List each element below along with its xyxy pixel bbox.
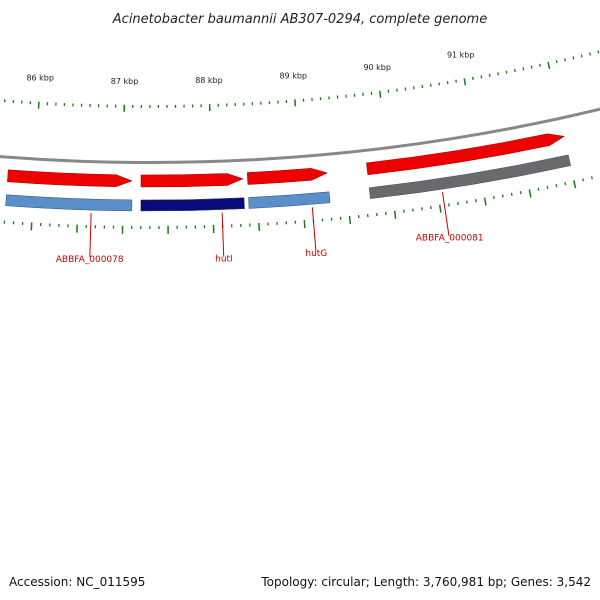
outer-tick — [573, 180, 577, 189]
scale-tick — [539, 63, 541, 67]
cds-arrow — [246, 168, 329, 185]
gene-feature — [368, 154, 571, 199]
outer-tick — [537, 187, 540, 191]
outer-tick — [393, 210, 397, 219]
kbp-label: 91 kbp — [447, 51, 475, 60]
scale-tick — [294, 99, 297, 107]
outer-tick — [348, 215, 352, 224]
genome-summary-text: Topology: circular; Length: 3,760,981 bp… — [260, 575, 591, 589]
outer-tick — [510, 192, 513, 196]
gene-feature — [5, 194, 133, 212]
kbp-label: 89 kbp — [279, 71, 307, 80]
scale-tick — [497, 72, 500, 76]
scale-tick — [564, 58, 567, 62]
gene-label: hutI — [215, 255, 233, 265]
gene-leader-line — [221, 212, 225, 257]
outer-tick — [519, 191, 522, 195]
scale-tick — [513, 68, 516, 73]
gene-label: ABBFA_000081 — [416, 234, 484, 244]
kbp-label: 87 kbp — [111, 77, 139, 86]
scale-tick — [505, 70, 508, 74]
outer-tick — [528, 189, 532, 198]
outer-tick — [590, 176, 593, 180]
outer-tick — [492, 195, 495, 200]
outer-tick — [582, 178, 585, 182]
scale-tick — [530, 65, 533, 69]
scale-tick — [580, 54, 583, 58]
scale-tick — [522, 67, 525, 71]
accession-text: Accession: NC_011595 — [9, 575, 145, 589]
scale-tick — [472, 76, 474, 80]
cds-arrow — [7, 169, 133, 187]
cds-arrow — [366, 133, 565, 176]
gene-label: hutG — [305, 249, 327, 259]
map-title: Acinetobacter baumannii AB307-0294, comp… — [112, 12, 487, 27]
scale-tick — [555, 60, 558, 64]
gene-label: ABBFA_000078 — [56, 255, 124, 265]
outer-tick — [564, 182, 567, 186]
outer-tick — [546, 185, 549, 189]
cds-arrow — [140, 173, 244, 188]
outer-tick — [303, 219, 306, 229]
scale-tick — [589, 52, 591, 56]
scale-tick — [572, 56, 575, 60]
gene-feature — [248, 191, 331, 209]
genome-backbone — [0, 107, 600, 164]
kbp-label: 90 kbp — [363, 63, 391, 72]
scale-tick — [488, 73, 491, 77]
kbp-label: 88 kbp — [195, 76, 223, 85]
scale-tick — [547, 61, 551, 70]
map-layer: hutUhutHABBFA_000078hutIhutGABBFA_000081… — [0, 50, 600, 265]
outer-tick — [483, 197, 487, 206]
scale-tick — [379, 90, 382, 98]
gene-leader-line — [311, 207, 317, 252]
gene-leader-line — [89, 213, 92, 258]
outer-tick — [501, 194, 504, 198]
scale-tick — [463, 78, 467, 86]
outer-tick — [438, 204, 442, 213]
scale-tick — [597, 50, 600, 54]
gene-feature — [140, 197, 245, 212]
scale-tick — [480, 75, 483, 79]
gene-leader-line — [441, 192, 450, 236]
outer-tick — [555, 183, 558, 188]
kbp-label: 86 kbp — [26, 74, 54, 83]
